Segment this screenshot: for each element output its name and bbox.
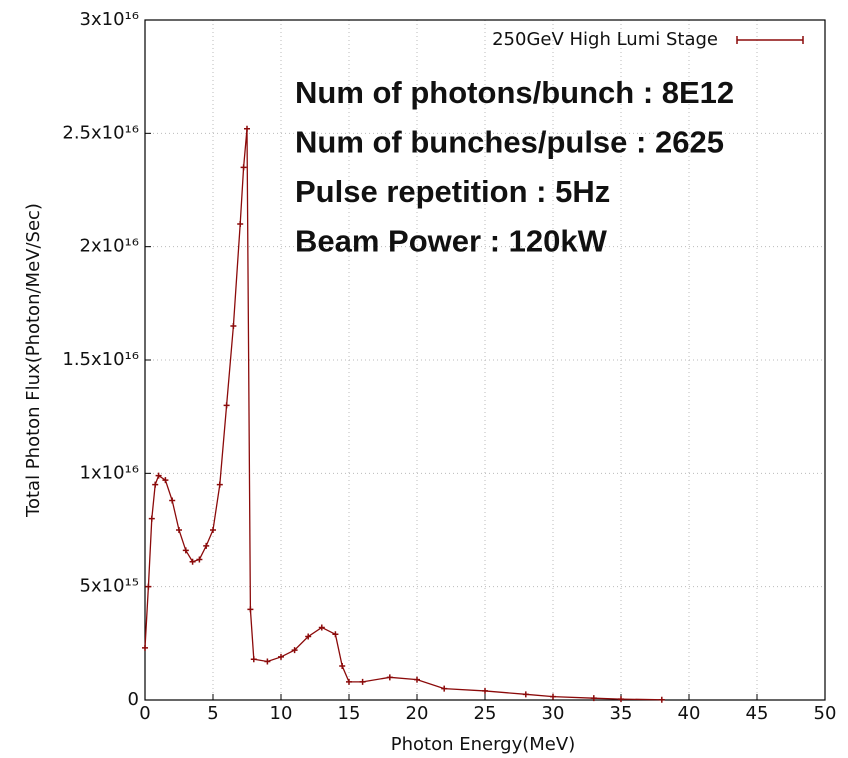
data-point <box>182 547 189 554</box>
data-point <box>386 674 393 681</box>
data-point <box>152 481 159 488</box>
y-axis-label: Total Photon Flux(Photon/MeV/Sec) <box>23 203 44 518</box>
data-point <box>332 631 339 638</box>
y-tick-label: 1.5x10¹⁶ <box>62 349 139 370</box>
plot-frame <box>144 19 826 701</box>
data-point <box>216 481 223 488</box>
x-tick-label: 15 <box>338 703 361 724</box>
annotation: Pulse repetition : 5Hz <box>295 174 610 209</box>
data-point <box>550 693 556 700</box>
data-point <box>210 527 216 533</box>
x-tick-label: 50 <box>814 703 837 724</box>
y-tick-label: 2.5x10¹⁶ <box>62 122 139 143</box>
data-point <box>305 633 312 640</box>
data-point <box>162 477 169 484</box>
data-point <box>250 656 257 663</box>
data-point <box>196 556 203 563</box>
annotation: Beam Power : 120kW <box>295 224 608 259</box>
data-point <box>148 515 155 522</box>
x-tick-label: 10 <box>270 703 293 724</box>
data-point <box>339 663 346 669</box>
legend-label: 250GeV High Lumi Stage <box>492 29 718 50</box>
data-point <box>142 644 148 651</box>
x-tick-label: 25 <box>474 703 497 724</box>
data-point <box>522 691 529 698</box>
data-point <box>318 624 325 631</box>
x-tick-label: 35 <box>610 703 633 724</box>
annotation: Num of bunches/pulse : 2625 <box>295 125 724 160</box>
data-point <box>240 164 247 171</box>
data-point <box>278 653 284 660</box>
data-point <box>176 527 182 533</box>
annotation: Num of photons/bunch : 8E12 <box>295 75 734 110</box>
data-point <box>264 658 271 665</box>
x-tick-label: 5 <box>207 703 218 724</box>
data-point <box>189 558 196 565</box>
data-point <box>414 676 420 683</box>
data-point <box>359 678 366 685</box>
x-axis-label: Photon Energy(MeV) <box>391 734 575 755</box>
data-point <box>441 685 448 692</box>
data-point <box>247 606 254 613</box>
y-tick-label: 3x10¹⁶ <box>80 9 139 30</box>
x-tick-label: 45 <box>746 703 769 724</box>
data-point <box>291 647 298 654</box>
y-tick-label: 2x10¹⁶ <box>80 236 139 257</box>
data-point <box>169 497 176 504</box>
legend-swatch <box>736 36 804 44</box>
x-tick-label: 40 <box>678 703 701 724</box>
data-point <box>618 696 624 703</box>
data-point <box>145 583 152 590</box>
data-point <box>155 472 162 479</box>
data-point <box>230 323 237 329</box>
x-tick-label: 30 <box>542 703 565 724</box>
x-tick-label: 20 <box>406 703 429 724</box>
data-point <box>482 687 488 694</box>
data-point <box>203 542 210 549</box>
x-tick-label: 0 <box>139 703 150 724</box>
data-point <box>658 696 665 703</box>
data-point <box>590 695 597 702</box>
y-tick-label: 5x10¹⁵ <box>80 576 139 597</box>
y-tick-label: 1x10¹⁶ <box>80 462 139 483</box>
data-point <box>237 221 244 227</box>
data-point <box>346 678 352 685</box>
y-tick-label: 0 <box>128 689 139 710</box>
data-point <box>223 402 230 409</box>
data-point <box>244 125 250 132</box>
